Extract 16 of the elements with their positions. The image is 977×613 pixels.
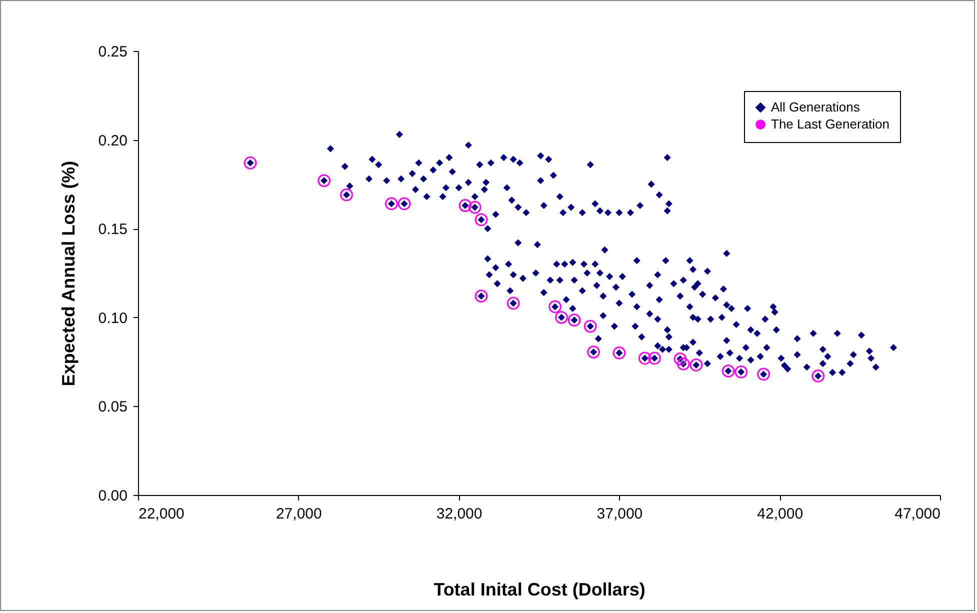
legend-label: The Last Generation (771, 116, 890, 132)
x-tick-label: 22,000 (138, 506, 184, 522)
y-tick-label: 0.10 (98, 310, 128, 327)
y-tick-label: 0.05 (98, 398, 128, 416)
x-tick-label: 32,000 (436, 506, 482, 522)
legend-label: All Generations (771, 100, 860, 114)
y-tick-label: 0.15 (98, 221, 128, 238)
x-tick-label: 37,000 (596, 506, 643, 522)
x-tick-label: 42,000 (757, 506, 804, 522)
x-tick-label: 27,000 (276, 506, 322, 522)
y-tick-label: 0.25 (98, 44, 128, 60)
y-axis-title: Expected Annual Loss (%) (58, 160, 78, 386)
y-tick-label: 0.00 (98, 488, 128, 504)
x-tick-label: 47,000 (894, 506, 940, 522)
y-tick-label: 0.20 (98, 132, 128, 150)
x-axis-title: Total Inital Cost (Dollars) (434, 580, 646, 600)
